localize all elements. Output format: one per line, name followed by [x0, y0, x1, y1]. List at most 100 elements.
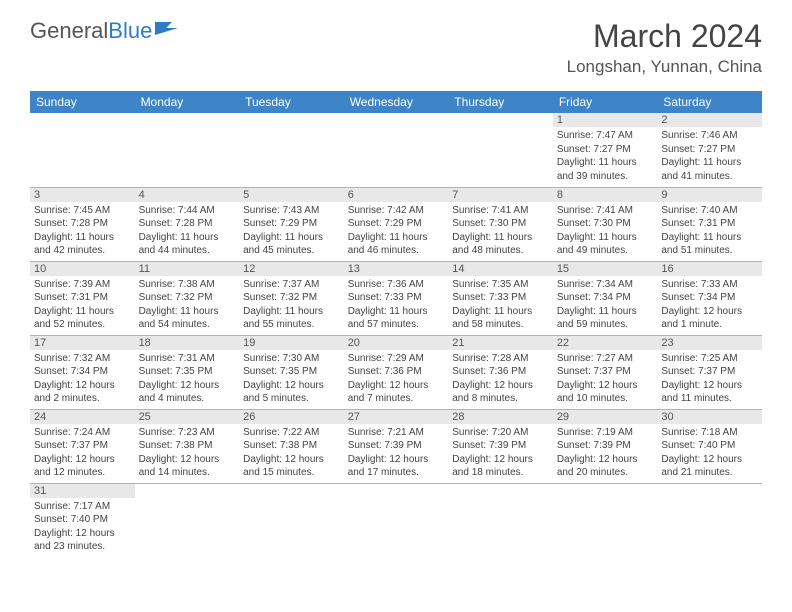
header: GeneralBlue March 2024 Longshan, Yunnan,…	[0, 0, 792, 85]
calendar-week: 1Sunrise: 7:47 AMSunset: 7:27 PMDaylight…	[30, 113, 762, 187]
day-number: 13	[344, 262, 449, 276]
day-number: 29	[553, 410, 658, 424]
day-number: 18	[135, 336, 240, 350]
calendar-cell: 3Sunrise: 7:45 AMSunset: 7:28 PMDaylight…	[30, 187, 135, 261]
sunrise-text: Sunrise: 7:37 AM	[243, 278, 340, 292]
daylight-text: Daylight: 12 hours and 10 minutes.	[557, 379, 654, 406]
sunset-text: Sunset: 7:37 PM	[557, 365, 654, 379]
sunrise-text: Sunrise: 7:25 AM	[661, 352, 758, 366]
daylight-text: Daylight: 12 hours and 4 minutes.	[139, 379, 236, 406]
calendar-cell: 7Sunrise: 7:41 AMSunset: 7:30 PMDaylight…	[448, 187, 553, 261]
sunset-text: Sunset: 7:34 PM	[557, 291, 654, 305]
daylight-text: Daylight: 11 hours and 55 minutes.	[243, 305, 340, 332]
sunset-text: Sunset: 7:38 PM	[139, 439, 236, 453]
sunrise-text: Sunrise: 7:29 AM	[348, 352, 445, 366]
sunset-text: Sunset: 7:34 PM	[661, 291, 758, 305]
sunrise-text: Sunrise: 7:27 AM	[557, 352, 654, 366]
sunset-text: Sunset: 7:40 PM	[34, 513, 131, 527]
page-title: March 2024	[567, 18, 762, 55]
sunrise-text: Sunrise: 7:32 AM	[34, 352, 131, 366]
day-number: 30	[657, 410, 762, 424]
sunset-text: Sunset: 7:33 PM	[452, 291, 549, 305]
daylight-text: Daylight: 12 hours and 8 minutes.	[452, 379, 549, 406]
daylight-text: Daylight: 12 hours and 5 minutes.	[243, 379, 340, 406]
day-number: 22	[553, 336, 658, 350]
day-details: Sunrise: 7:38 AMSunset: 7:32 PMDaylight:…	[135, 276, 240, 334]
daylight-text: Daylight: 11 hours and 59 minutes.	[557, 305, 654, 332]
calendar-cell: 13Sunrise: 7:36 AMSunset: 7:33 PMDayligh…	[344, 261, 449, 335]
sunrise-text: Sunrise: 7:45 AM	[34, 204, 131, 218]
calendar-cell: 21Sunrise: 7:28 AMSunset: 7:36 PMDayligh…	[448, 335, 553, 409]
daylight-text: Daylight: 11 hours and 41 minutes.	[661, 156, 758, 183]
calendar-week: 17Sunrise: 7:32 AMSunset: 7:34 PMDayligh…	[30, 335, 762, 409]
day-details: Sunrise: 7:35 AMSunset: 7:33 PMDaylight:…	[448, 276, 553, 334]
day-details: Sunrise: 7:23 AMSunset: 7:38 PMDaylight:…	[135, 424, 240, 482]
day-details: Sunrise: 7:41 AMSunset: 7:30 PMDaylight:…	[448, 202, 553, 260]
sunset-text: Sunset: 7:36 PM	[452, 365, 549, 379]
calendar-cell: 10Sunrise: 7:39 AMSunset: 7:31 PMDayligh…	[30, 261, 135, 335]
day-number: 24	[30, 410, 135, 424]
calendar-cell: 25Sunrise: 7:23 AMSunset: 7:38 PMDayligh…	[135, 409, 240, 483]
day-header-row: SundayMondayTuesdayWednesdayThursdayFrid…	[30, 91, 762, 113]
sunrise-text: Sunrise: 7:34 AM	[557, 278, 654, 292]
sunrise-text: Sunrise: 7:17 AM	[34, 500, 131, 514]
logo-text: GeneralBlue	[30, 18, 152, 44]
sunrise-text: Sunrise: 7:42 AM	[348, 204, 445, 218]
daylight-text: Daylight: 11 hours and 45 minutes.	[243, 231, 340, 258]
calendar-cell: 22 Sunrise: 7:27 AMSunset: 7:37 PMDayligh…	[553, 335, 658, 409]
day-details: Sunrise: 7:33 AMSunset: 7:34 PMDaylight:…	[657, 276, 762, 334]
calendar-cell: 28Sunrise: 7:20 AMSunset: 7:39 PMDayligh…	[448, 409, 553, 483]
day-details: Sunrise: 7:17 AMSunset: 7:40 PMDaylight:…	[30, 498, 135, 556]
logo-word1: General	[30, 18, 108, 43]
calendar-week: 3Sunrise: 7:45 AMSunset: 7:28 PMDaylight…	[30, 187, 762, 261]
page-subtitle: Longshan, Yunnan, China	[567, 57, 762, 77]
sunrise-text: Sunrise: 7:41 AM	[557, 204, 654, 218]
day-number: 16	[657, 262, 762, 276]
sunset-text: Sunset: 7:32 PM	[139, 291, 236, 305]
day-details: Sunrise: 7:21 AMSunset: 7:39 PMDaylight:…	[344, 424, 449, 482]
daylight-text: Daylight: 12 hours and 7 minutes.	[348, 379, 445, 406]
calendar-cell	[344, 483, 449, 557]
sunset-text: Sunset: 7:27 PM	[661, 143, 758, 157]
sunrise-text: Sunrise: 7:23 AM	[139, 426, 236, 440]
calendar-cell: 14Sunrise: 7:35 AMSunset: 7:33 PMDayligh…	[448, 261, 553, 335]
sunset-text: Sunset: 7:38 PM	[243, 439, 340, 453]
calendar-cell: 20Sunrise: 7:29 AMSunset: 7:36 PMDayligh…	[344, 335, 449, 409]
sunrise-text: Sunrise: 7:38 AM	[139, 278, 236, 292]
daylight-text: Daylight: 12 hours and 15 minutes.	[243, 453, 340, 480]
day-number: 25	[135, 410, 240, 424]
sunset-text: Sunset: 7:39 PM	[452, 439, 549, 453]
day-number: 28	[448, 410, 553, 424]
daylight-text: Daylight: 12 hours and 1 minute.	[661, 305, 758, 332]
daylight-text: Daylight: 11 hours and 51 minutes.	[661, 231, 758, 258]
day-header: Tuesday	[239, 91, 344, 113]
day-details: Sunrise: 7:19 AMSunset: 7:39 PMDaylight:…	[553, 424, 658, 482]
daylight-text: Daylight: 11 hours and 44 minutes.	[139, 231, 236, 258]
sunrise-text: Sunrise: 7:19 AM	[557, 426, 654, 440]
calendar-cell: 8Sunrise: 7:41 AMSunset: 7:30 PMDaylight…	[553, 187, 658, 261]
sunset-text: Sunset: 7:39 PM	[348, 439, 445, 453]
sunrise-text: Sunrise: 7:22 AM	[243, 426, 340, 440]
sunrise-text: Sunrise: 7:43 AM	[243, 204, 340, 218]
sunrise-text: Sunrise: 7:28 AM	[452, 352, 549, 366]
day-details: Sunrise: 7:18 AMSunset: 7:40 PMDaylight:…	[657, 424, 762, 482]
sunrise-text: Sunrise: 7:46 AM	[661, 129, 758, 143]
daylight-text: Daylight: 11 hours and 39 minutes.	[557, 156, 654, 183]
calendar-cell: 15Sunrise: 7:34 AMSunset: 7:34 PMDayligh…	[553, 261, 658, 335]
daylight-text: Daylight: 11 hours and 54 minutes.	[139, 305, 236, 332]
sunrise-text: Sunrise: 7:40 AM	[661, 204, 758, 218]
calendar-week: 24Sunrise: 7:24 AMSunset: 7:37 PMDayligh…	[30, 409, 762, 483]
calendar-cell: 2Sunrise: 7:46 AMSunset: 7:27 PMDaylight…	[657, 113, 762, 187]
sunset-text: Sunset: 7:27 PM	[557, 143, 654, 157]
sunset-text: Sunset: 7:29 PM	[243, 217, 340, 231]
day-header: Friday	[553, 91, 658, 113]
calendar-cell	[239, 483, 344, 557]
logo-word2: Blue	[108, 18, 152, 43]
day-details: Sunrise: 7:20 AMSunset: 7:39 PMDaylight:…	[448, 424, 553, 482]
calendar-cell	[135, 113, 240, 187]
day-number: 10	[30, 262, 135, 276]
title-block: March 2024 Longshan, Yunnan, China	[567, 18, 762, 77]
day-details: Sunrise: 7:47 AMSunset: 7:27 PMDaylight:…	[553, 127, 658, 185]
sunset-text: Sunset: 7:33 PM	[348, 291, 445, 305]
sunset-text: Sunset: 7:37 PM	[34, 439, 131, 453]
